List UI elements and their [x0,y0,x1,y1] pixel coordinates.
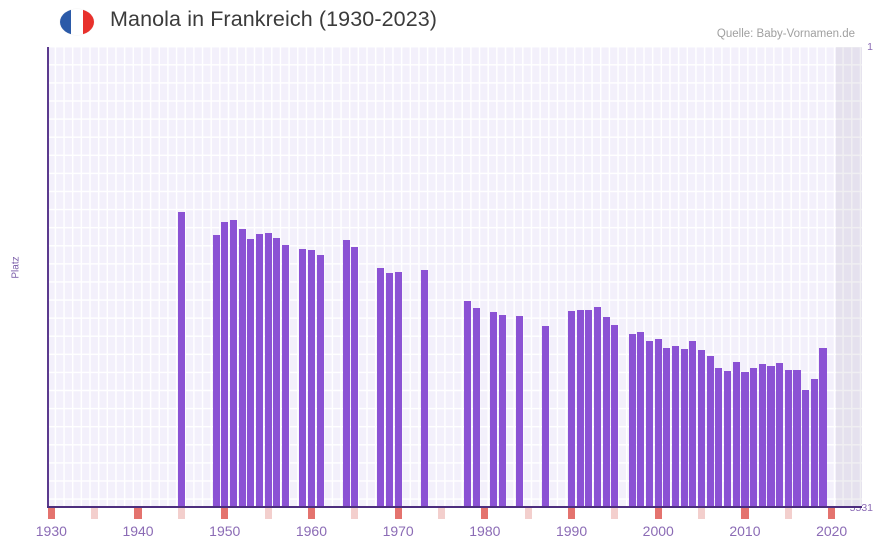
y-axis-label: Platz [10,256,22,279]
page-title: Manola in Frankreich (1930-2023) [110,7,438,31]
bar-2010[interactable] [741,371,749,508]
bar-2007[interactable] [715,368,723,508]
bar-2015[interactable] [784,370,792,508]
bar-1973[interactable] [420,269,428,508]
x-axis-marker-1965 [351,508,359,519]
bar-2004[interactable] [689,340,697,508]
bar-1952[interactable] [238,228,246,508]
bar-1999[interactable] [646,341,654,508]
bar-2012[interactable] [758,364,766,508]
x-axis-marker-1935 [91,508,99,519]
bar-2017[interactable] [802,389,810,508]
x-axis-marker-1990 [567,508,576,519]
chart-header: Manola in Frankreich (1930-2023) Quelle:… [0,0,873,42]
bar-2013[interactable] [767,366,775,508]
bar-1945[interactable] [177,212,185,508]
x-axis-marker-1945 [177,508,185,519]
x-axis-line [47,506,862,508]
bar-2003[interactable] [680,348,688,508]
bar-1984[interactable] [515,315,524,508]
bar-1998[interactable] [637,332,645,508]
bar-1956[interactable] [273,237,281,508]
bar-1965[interactable] [351,247,359,508]
x-axis-marker-1950 [221,508,229,519]
bar-1995[interactable] [611,325,619,508]
bar-1951[interactable] [229,219,237,508]
x-axis-marker-1970 [394,508,402,519]
bar-2019[interactable] [819,348,827,508]
chart-plot-area [47,47,862,508]
x-axis-marker-2015 [784,508,792,519]
x-axis-marker-1930 [47,508,55,519]
x-axis-tick-1970: 1970 [382,523,414,539]
x-axis-marker-2020 [828,508,836,519]
x-axis-marker-2010 [741,508,749,519]
x-axis-tick-1980: 1980 [469,523,501,539]
bar-1959[interactable] [299,249,307,508]
bar-1960[interactable] [307,249,315,508]
bar-1982[interactable] [498,315,506,508]
bar-1950[interactable] [221,222,229,508]
bar-2011[interactable] [750,368,758,508]
bar-1955[interactable] [264,233,272,508]
y-axis-tick-top: 1 [867,41,873,53]
bar-1961[interactable] [316,254,324,508]
x-axis-marker-1985 [524,508,532,519]
x-axis-tick-1990: 1990 [555,523,588,539]
bar-1990[interactable] [567,310,576,508]
bar-1969[interactable] [385,272,394,508]
x-axis-tick-1950: 1950 [209,523,241,539]
bar-2009[interactable] [732,362,740,508]
bar-1993[interactable] [594,307,602,508]
bar-1968[interactable] [377,267,385,508]
bar-2006[interactable] [706,356,714,508]
bar-2018[interactable] [810,379,818,508]
bar-2014[interactable] [776,363,784,508]
x-axis-marker-1960 [307,508,315,519]
x-axis-marker-1980 [481,508,489,519]
bar-1949[interactable] [212,234,220,508]
bar-1997[interactable] [628,334,636,508]
y-axis-line [47,47,49,508]
x-axis-marker-1995 [611,508,619,519]
bar-1954[interactable] [255,233,263,508]
x-axis-tick-2010: 2010 [729,523,761,539]
bar-2008[interactable] [724,370,732,508]
bar-1970[interactable] [394,272,402,508]
bar-2005[interactable] [698,349,706,508]
bar-1979[interactable] [472,307,480,508]
bar-1991[interactable] [576,309,584,508]
bar-1994[interactable] [602,317,610,508]
bar-1964[interactable] [342,240,350,508]
bar-1987[interactable] [541,325,550,508]
bar-2002[interactable] [672,345,680,508]
x-axis-marker-1975 [437,508,446,519]
x-axis-tick-1930: 1930 [35,523,67,539]
bar-2001[interactable] [663,347,671,508]
x-axis-marker-2000 [654,508,662,519]
x-axis-tick-1960: 1960 [295,523,328,539]
bar-2000[interactable] [654,338,662,508]
bar-2016[interactable] [793,369,801,508]
bar-1953[interactable] [247,238,255,508]
x-axis-tick-2020: 2020 [816,523,848,539]
bar-1957[interactable] [281,245,289,508]
source-attribution: Quelle: Baby-Vornamen.de [716,28,855,40]
x-axis-tick-1940: 1940 [122,523,154,539]
x-axis-marker-1955 [264,508,272,519]
bar-1992[interactable] [585,310,593,508]
x-axis-marker-2005 [698,508,706,519]
bar-1978[interactable] [463,301,472,508]
bar-1981[interactable] [489,311,498,508]
x-axis-marker-1940 [134,508,142,519]
france-flag-icon [60,9,94,35]
x-axis-tick-2000: 2000 [642,523,674,539]
